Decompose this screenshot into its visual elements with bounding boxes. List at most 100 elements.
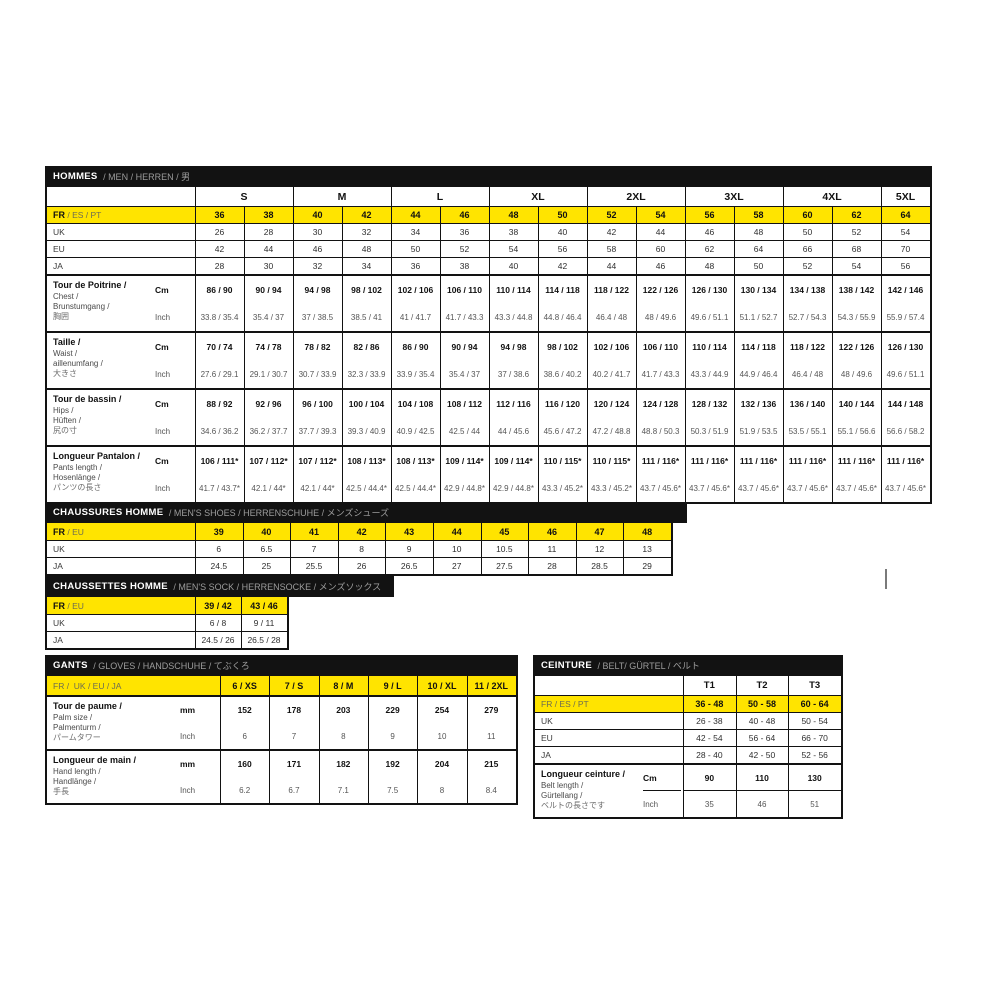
inch-value: 33.8 / 35.4 — [200, 312, 239, 322]
measure-value-cell: 107 / 112* 42.1 / 44* — [293, 447, 342, 502]
table-row: Taille / Waist / aillenumfang / 大きさ Cm Inch 70… — [47, 331, 930, 388]
measure-value-cell: 100 / 104 39.3 / 40.9 — [342, 390, 391, 445]
inch-value: 42.5 / 44.4* — [346, 483, 387, 493]
value-cell: 27 — [433, 558, 481, 574]
value-cell: 42 — [587, 224, 636, 240]
table-title-main: CHAUSSURES HOMME — [53, 507, 164, 518]
measure-label-primary: Tour de paume / — [53, 701, 122, 711]
table-row: UK 6 6.5 7 8 9 10 10.5 11 12 13 — [47, 540, 671, 557]
inch-value: 42.1 / 44* — [251, 483, 286, 493]
cm-value: 114 / 118 — [545, 284, 580, 295]
inch-value: 43.7 / 45.6* — [787, 483, 828, 493]
size-cell: 50 - 58 — [736, 696, 789, 712]
size-cell: 44 — [433, 523, 481, 540]
measure-value-cell: 110 / 115* 43.3 / 45.2* — [538, 447, 587, 502]
inch-value: 51 — [810, 799, 820, 809]
value-cell: 6 — [195, 541, 243, 557]
inch-value: 37 / 38.5 — [301, 312, 334, 322]
value-cell: 54 — [489, 241, 538, 257]
value-cell: 28 — [528, 558, 576, 574]
size-cell: 36 - 48 — [683, 696, 736, 712]
value-cell: 40 - 48 — [736, 713, 789, 729]
cm-value: 130 / 134 — [740, 284, 777, 295]
value-cell: 28 — [244, 224, 293, 240]
inch-value: 9 — [390, 731, 395, 741]
inch-value: 37.7 / 39.3 — [298, 426, 337, 436]
cm-value: 107 / 112* — [249, 455, 288, 466]
cm-value: 74 / 78 — [255, 341, 282, 352]
value-cell: 26 — [338, 558, 386, 574]
measure-label-line: 大きさ — [53, 369, 77, 379]
size-group-cell: 2XL — [587, 187, 685, 206]
cm-value: 106 / 111* — [200, 455, 239, 466]
size-cell: 46 — [528, 523, 576, 540]
table-title-secondary: / GLOVES / HANDSCHUHE / てぶくろ — [90, 661, 250, 671]
inch-value: 42.9 / 44.8* — [444, 483, 485, 493]
value-cell: 42 — [538, 258, 587, 274]
inch-value: 46 — [757, 799, 767, 809]
size-cell: 60 — [783, 207, 832, 223]
row-label-primary: FR — [53, 210, 65, 220]
value-cell: 7 — [290, 541, 338, 557]
inch-value: 43.7 / 45.6* — [640, 483, 681, 493]
inch-value: 6.7 — [288, 785, 300, 795]
cm-value: 94 / 98 — [500, 341, 527, 352]
cm-value: 106 / 110 — [447, 284, 482, 295]
value-cell: 50 — [391, 241, 440, 257]
gloves-table: GANTS / GLOVES / HANDSCHUHE / てぶくろ FR / U… — [45, 655, 518, 805]
row-label-cell: UK — [53, 618, 65, 628]
inch-value: 7 — [291, 731, 297, 741]
measure-label-line: Hosenlänge / — [53, 473, 101, 483]
value-cell: 34 — [342, 258, 391, 274]
value-cell: 38 — [489, 224, 538, 240]
value-cell: 44 — [636, 224, 685, 240]
measure-label-lines: Longueur de main / Hand length / Handlänge… — [47, 751, 180, 803]
measure-value-cell: 109 / 114* 42.9 / 44.8* — [489, 447, 538, 502]
value-cell: 12 — [576, 541, 624, 557]
measure-label-line: Hüften / — [53, 416, 82, 426]
measure-value-cell: 104 / 108 40.9 / 42.5 — [391, 390, 440, 445]
unit-column: Cm Inch — [155, 390, 195, 445]
row-label-cell: FR / EU — [47, 597, 195, 614]
measure-label-line: 胸囲 — [53, 312, 69, 322]
inch-value: 46.4 / 48 — [595, 312, 628, 322]
unit-inch-label: Inch — [155, 369, 171, 379]
inch-value: 27.6 / 29.1 — [200, 369, 239, 379]
inch-value: 41 / 41.7 — [399, 312, 432, 322]
value-cell: 52 - 56 — [788, 747, 841, 763]
measure-label-line: Palm size / — [53, 712, 93, 722]
value-cell: 40 — [489, 258, 538, 274]
row-label-cell: EU — [53, 244, 65, 254]
table-row: FR / ES / PT 36 - 48 50 - 58 60 - 64 — [535, 695, 841, 712]
size-cell: 9 / L — [368, 676, 417, 695]
value-cell: 6.5 — [243, 541, 291, 557]
value-cell: 32 — [342, 224, 391, 240]
inch-value: 41.7 / 43.7* — [199, 483, 240, 493]
inch-value: 10 — [437, 731, 447, 741]
value-cell: 6 / 8 — [195, 615, 241, 631]
inch-value: 7.5 — [387, 785, 399, 795]
unit-column: Cm Inch — [155, 447, 195, 502]
measure-value-cell: 74 / 78 29.1 / 30.7 — [244, 333, 293, 388]
inch-value: 43.3 / 44.9 — [690, 369, 729, 379]
measure-label-primary: Tour de bassin / — [53, 394, 122, 404]
cm-value: 110 / 115* — [592, 455, 631, 466]
value-cell: 68 — [832, 241, 881, 257]
measure-value-cell: 114 / 118 44.9 / 46.4 — [734, 333, 783, 388]
size-group-cell: 3XL — [685, 187, 783, 206]
cm-value: 98 / 102 — [547, 341, 578, 352]
row-label-cell: FR / ES / PT — [535, 696, 683, 712]
cm-value: 86 / 90 — [206, 284, 233, 295]
inch-value: 41.7 / 43.3 — [445, 312, 484, 322]
inch-value: 35.4 / 37 — [252, 312, 285, 322]
measure-label-line: aillenumfang / — [53, 359, 103, 369]
size-cell: 40 — [293, 207, 342, 223]
cm-value: 178 — [286, 705, 302, 715]
table-row: T1 T2 T3 — [535, 676, 841, 695]
value-cell: 52 — [440, 241, 489, 257]
measure-label-line: Hand length / — [53, 766, 101, 776]
inch-value: 51.9 / 53.5 — [739, 426, 778, 436]
value-cell: 46 — [636, 258, 685, 274]
value-cell: 64 — [734, 241, 783, 257]
